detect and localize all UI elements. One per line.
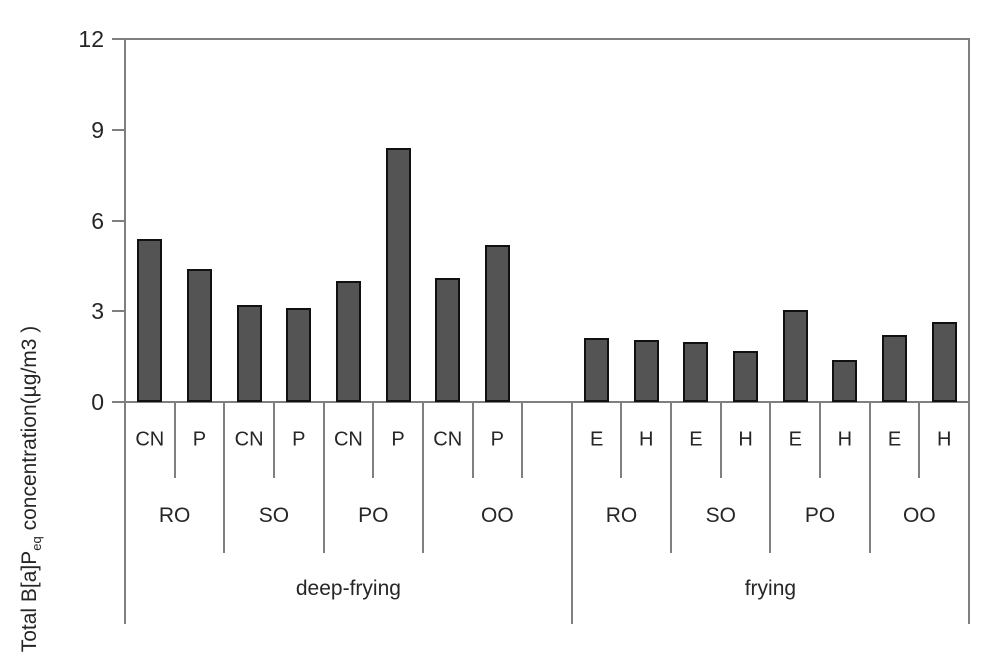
category-label: P — [490, 428, 505, 451]
category-separator — [670, 402, 673, 553]
category-separator — [968, 402, 970, 624]
y-tick-label: 12 — [78, 26, 104, 52]
bar-deep-frying-PO-P — [385, 147, 411, 402]
category-label: CN — [135, 428, 165, 451]
category-label: E — [788, 428, 802, 451]
category-label: H — [639, 428, 654, 451]
category-separator — [521, 402, 524, 478]
y-tick-mark — [112, 219, 125, 222]
method-group-label: frying — [744, 577, 797, 600]
bar-deep-frying-RO-P — [186, 268, 212, 402]
bar-deep-frying-OO-CN — [435, 277, 461, 402]
category-label: P — [192, 428, 207, 451]
category-label: P — [391, 428, 405, 451]
x-axis-line — [112, 401, 970, 403]
category-label: CN — [234, 428, 264, 451]
category-label: H — [738, 428, 753, 451]
bar-deep-frying-RO-CN — [137, 238, 163, 402]
category-separator — [173, 402, 176, 478]
y-tick-label: 0 — [91, 389, 104, 415]
bar-frying-OO-E — [882, 335, 908, 402]
y-tick-mark — [112, 128, 125, 131]
method-group-label: deep-frying — [295, 577, 401, 600]
y-axis-line — [124, 38, 126, 403]
category-separator — [124, 402, 126, 624]
category-label: P — [292, 428, 306, 451]
bar-frying-PO-H — [832, 359, 858, 402]
oil-group-label: OO — [903, 504, 936, 527]
y-tick-label: 3 — [91, 298, 104, 325]
category-label: E — [589, 428, 604, 451]
category-separator — [868, 402, 871, 553]
y-tick-mark — [112, 38, 125, 40]
category-separator — [223, 402, 226, 553]
bar-frying-PO-E — [782, 309, 808, 402]
category-separator — [421, 402, 424, 553]
plot-right-border — [968, 38, 970, 624]
oil-group-label: SO — [258, 504, 290, 527]
bar-deep-frying-OO-P — [484, 244, 510, 402]
category-label: CN — [433, 428, 463, 451]
oil-group-label: RO — [158, 504, 191, 527]
category-separator — [769, 402, 772, 553]
oil-group-label: PO — [804, 504, 836, 527]
category-separator — [570, 402, 573, 624]
category-label: E — [887, 428, 902, 451]
bar-deep-frying-PO-CN — [335, 281, 361, 402]
category-label: H — [936, 428, 952, 451]
category-label: CN — [333, 428, 363, 451]
category-label: E — [689, 428, 703, 451]
category-separator — [372, 402, 375, 478]
category-separator — [620, 402, 623, 478]
category-separator — [819, 402, 822, 478]
oil-group-label: PO — [358, 504, 389, 527]
oil-group-label: OO — [481, 504, 514, 527]
category-label: H — [837, 428, 853, 451]
category-separator — [471, 402, 474, 478]
y-tick-label: 6 — [91, 207, 104, 234]
category-separator — [719, 402, 722, 478]
bar-frying-SO-E — [683, 341, 709, 402]
bar-deep-frying-SO-P — [286, 308, 312, 402]
bar-frying-RO-E — [584, 338, 610, 402]
bar-frying-RO-H — [633, 339, 659, 402]
oil-group-label: SO — [705, 504, 736, 527]
category-separator — [272, 402, 275, 478]
y-tick-label: 9 — [91, 116, 104, 143]
category-separator — [322, 402, 325, 553]
category-separator — [918, 402, 921, 478]
y-tick-mark — [112, 401, 125, 403]
bar-deep-frying-SO-CN — [236, 305, 262, 402]
oil-group-label: RO — [605, 504, 638, 527]
plot-top-border — [112, 38, 970, 40]
y-tick-mark — [112, 310, 125, 313]
bar-frying-OO-H — [931, 321, 957, 402]
bar-frying-SO-H — [733, 350, 759, 402]
